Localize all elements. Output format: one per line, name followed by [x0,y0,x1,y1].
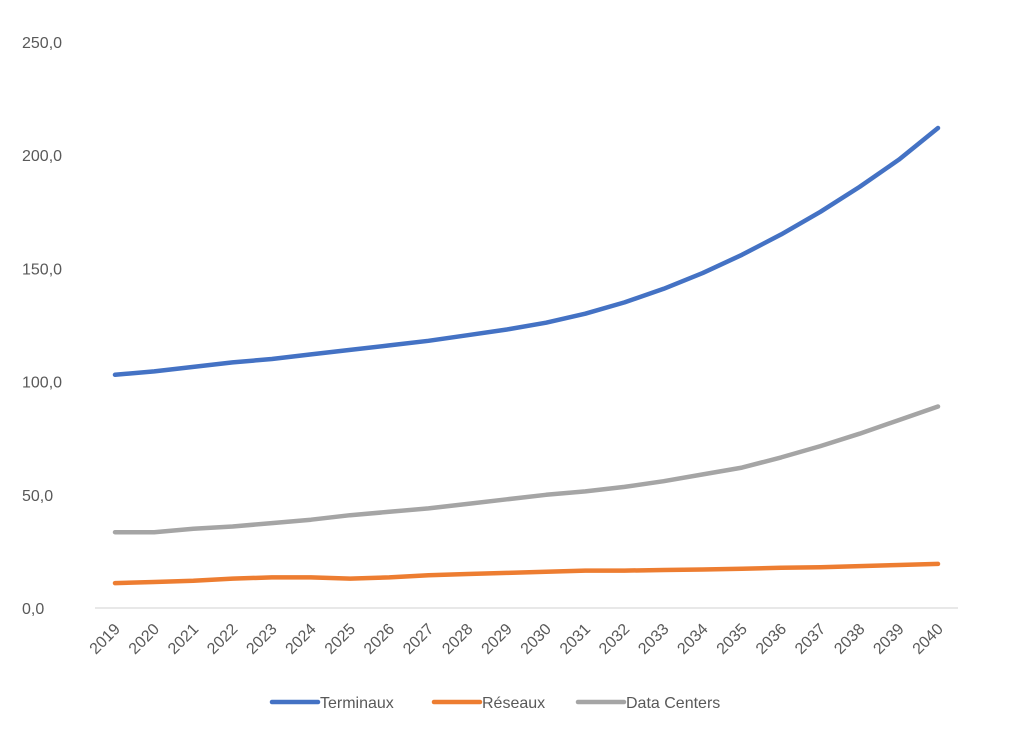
x-axis-tick-labels: 2019 2020 2021 2022 2023 2024 2025 2026 2027 2028… [87,621,947,658]
legend-item: Data Centers [575,695,720,712]
x-tick-label: 2021 [165,621,202,658]
y-tick-label: 150,0 [22,261,62,278]
x-tick-label: 2031 [557,621,594,658]
legend-label: Data Centers [626,695,720,712]
series-lines [112,125,941,586]
legend-label: Réseaux [482,695,545,712]
x-tick-label: 2034 [674,621,711,658]
x-tick-label: 2027 [400,621,437,658]
y-tick-label: 0,0 [22,601,44,618]
x-tick-label: 2026 [361,621,398,658]
y-axis-tick-labels: 0,0 50,0 100,0 150,0 200,0 250,0 [22,35,62,618]
x-tick-label: 2032 [596,621,633,658]
x-tick-label: 2037 [792,621,829,658]
x-tick-label: 2019 [87,621,124,658]
series-line-data-centers [112,404,941,535]
x-tick-label: 2023 [243,621,280,658]
x-tick-label: 2033 [635,621,672,658]
x-tick-label: 2039 [870,621,907,658]
legend: Terminaux Réseaux Data Centers [269,695,720,712]
x-tick-label: 2036 [753,621,790,658]
series-line-terminaux [112,125,941,378]
y-tick-label: 250,0 [22,35,62,52]
x-tick-label: 2038 [831,621,868,658]
x-tick-label: 2024 [283,621,320,658]
y-tick-label: 200,0 [22,148,62,165]
x-tick-label: 2040 [910,621,947,658]
x-tick-label: 2020 [126,621,163,658]
x-tick-label: 2022 [204,621,241,658]
series-line-reseaux [112,561,941,586]
x-tick-label: 2028 [439,621,476,658]
legend-item: Réseaux [431,695,545,712]
legend-item: Terminaux [269,695,394,712]
y-tick-label: 50,0 [22,488,53,505]
x-tick-label: 2025 [322,621,359,658]
x-tick-label: 2035 [714,621,751,658]
x-tick-label: 2029 [479,621,516,658]
legend-label: Terminaux [320,695,394,712]
y-tick-label: 100,0 [22,375,62,392]
x-tick-label: 2030 [518,621,555,658]
